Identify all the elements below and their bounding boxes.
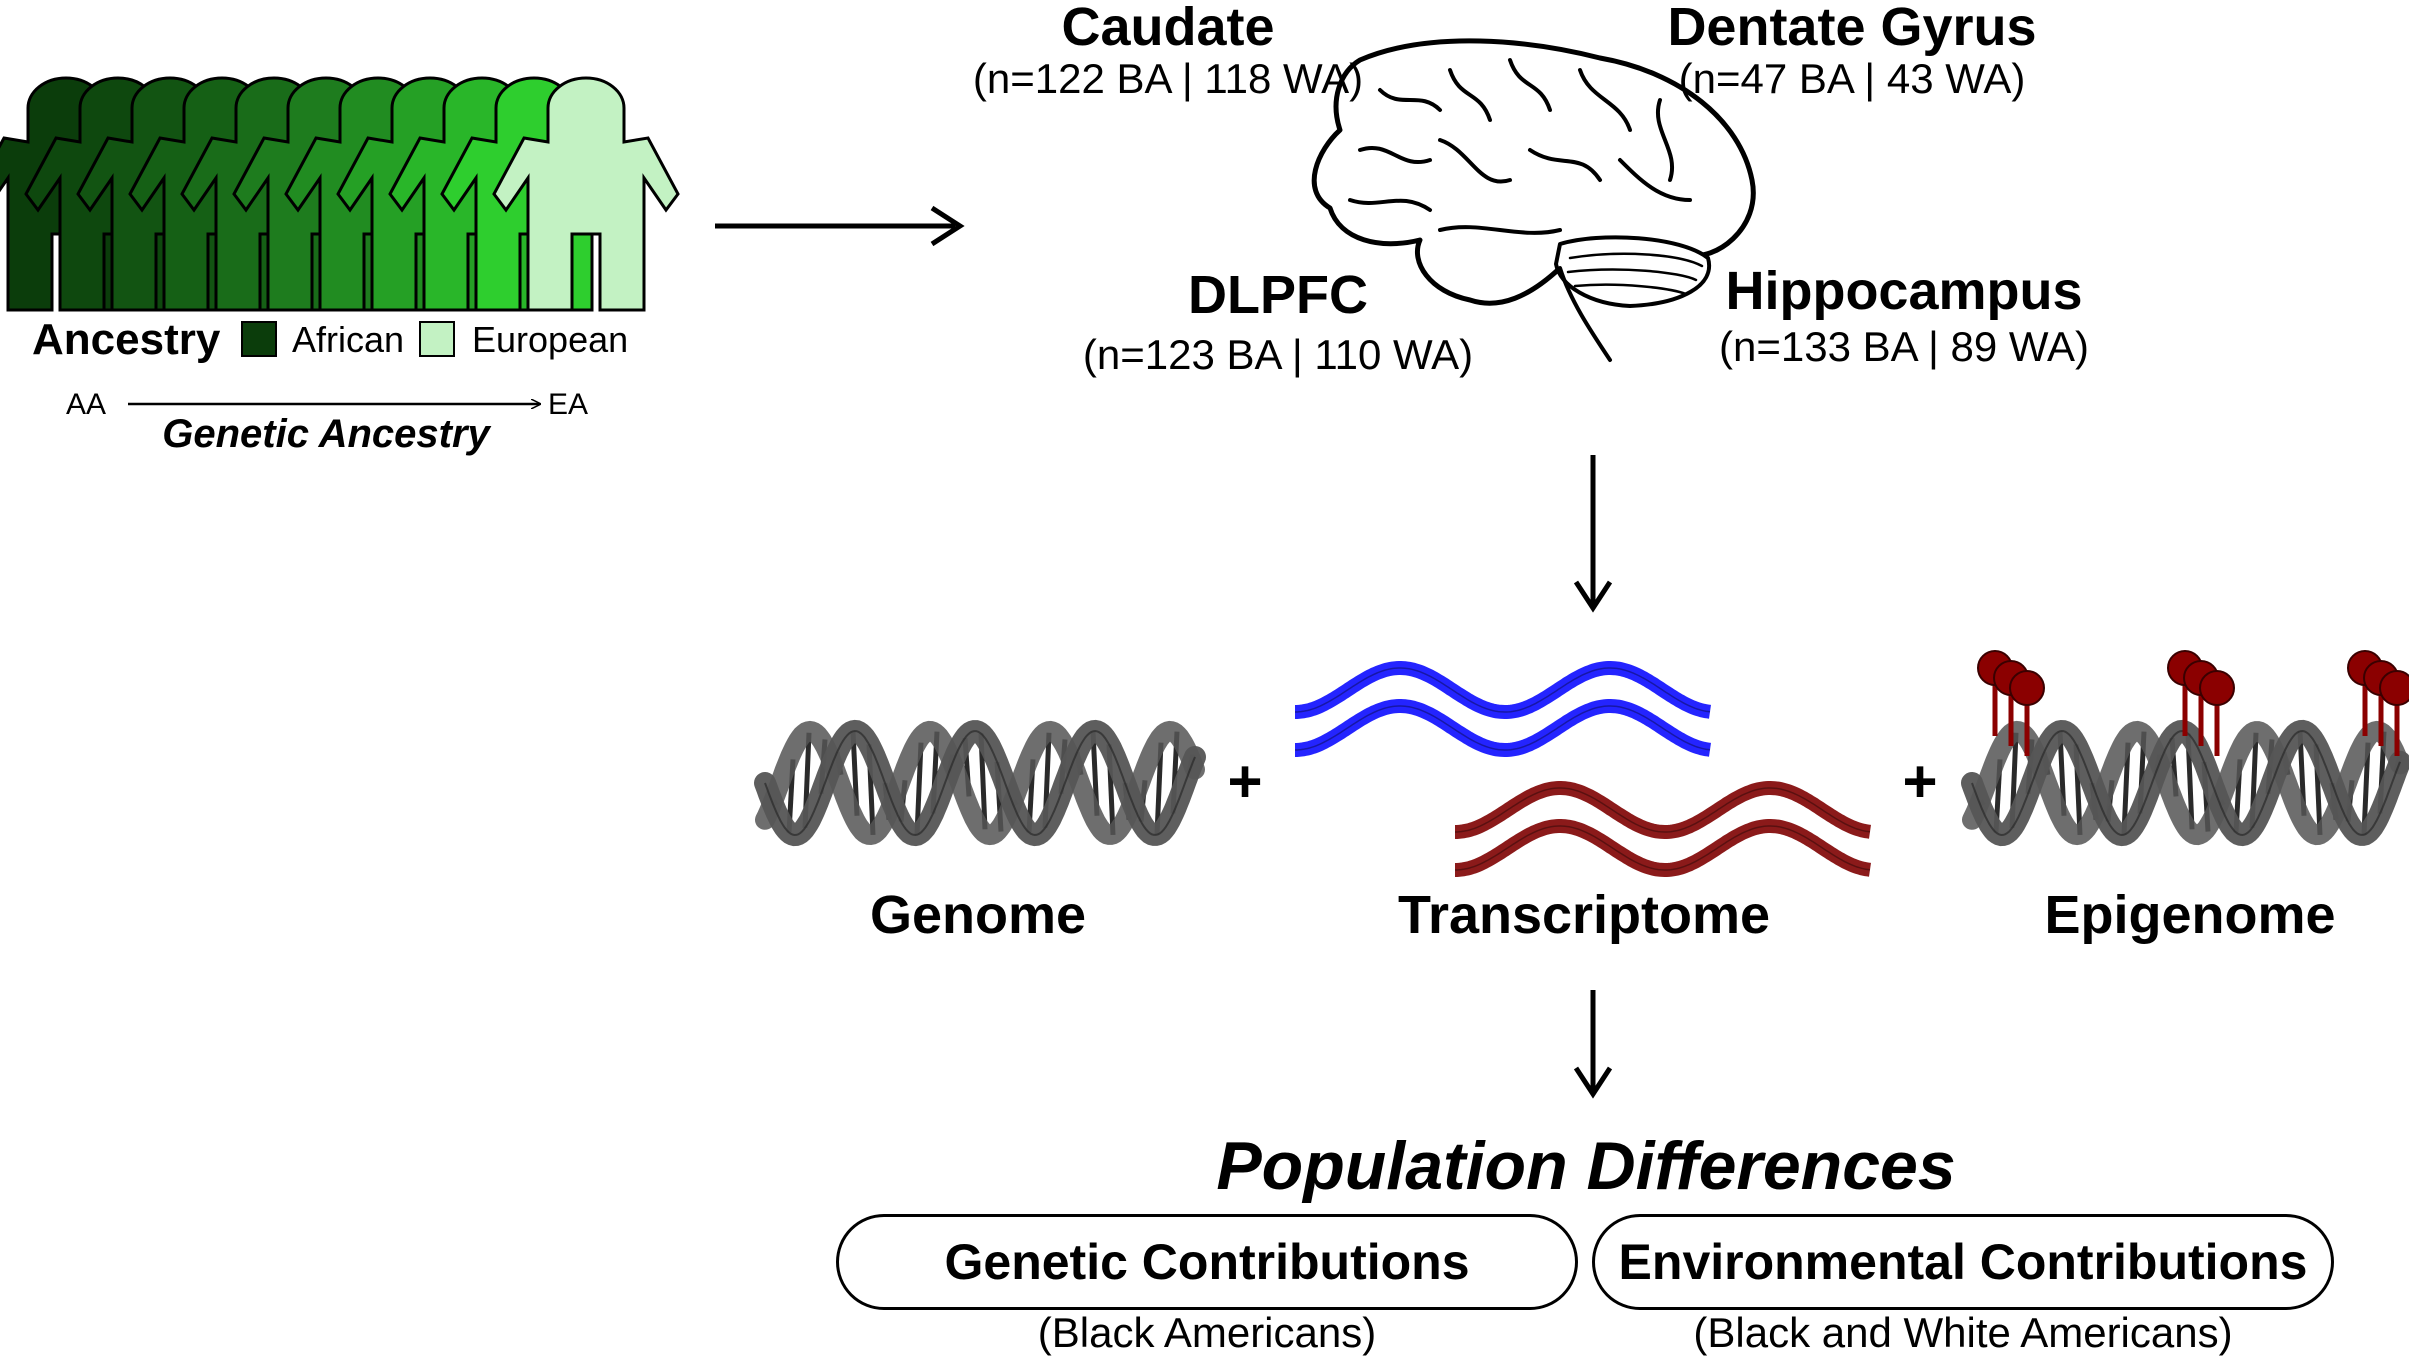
- region-caudate-counts: (n=122 BA | 118 WA): [972, 55, 1364, 102]
- genetic-contributions-label: Genetic Contributions: [944, 1234, 1470, 1290]
- rna-ribbon: [1455, 781, 1871, 839]
- environmental-contributions-label: Environmental Contributions: [1618, 1234, 2308, 1290]
- rna-ribbon-edge: [1295, 667, 1711, 713]
- ancestry-legend-title: Ancestry: [32, 315, 221, 364]
- region-dentate-gyrus-counts: (n=47 BA | 43 WA): [1678, 55, 2026, 102]
- axis-end-label: EA: [548, 388, 589, 421]
- region-dlpfc-counts: (n=123 BA | 110 WA): [1082, 331, 1474, 378]
- plus-sign-2: +: [1902, 748, 1938, 815]
- transcriptome-rna-blue: [1295, 661, 1711, 757]
- transcriptome-rna-red: [1455, 781, 1871, 877]
- genetic-ancestry-axis-title: Genetic Ancestry: [162, 412, 490, 456]
- region-hippocampus: Hippocampus: [1725, 261, 2083, 321]
- region-caudate: Caudate: [1061, 0, 1275, 57]
- methylation-marks: [1977, 650, 2409, 756]
- african-legend-label: African: [292, 319, 405, 360]
- rna-ribbon: [1295, 699, 1711, 757]
- african-swatch: [241, 321, 277, 357]
- population-differences-title: Population Differences: [1216, 1128, 1956, 1204]
- dna-strand-outline: [764, 729, 1196, 837]
- methyl-head: [2199, 670, 2235, 706]
- arrow-to-outcome: [1573, 990, 1613, 1099]
- arrow-to-brain: [715, 205, 965, 247]
- methyl-head: [2009, 670, 2045, 706]
- epigenome-label: Epigenome: [2044, 885, 2336, 945]
- environmental-contributions-box: Environmental Contributions: [1592, 1214, 2334, 1310]
- genome-dna-helix: [754, 719, 1206, 847]
- genetic-contributions-box: Genetic Contributions: [836, 1214, 1578, 1310]
- arrow-to-omics: [1573, 455, 1613, 613]
- rna-ribbon-edge: [1455, 787, 1871, 833]
- methyl-head: [2379, 670, 2409, 706]
- region-dlpfc: DLPFC: [1188, 265, 1368, 325]
- genome-label: Genome: [869, 885, 1087, 945]
- transcriptome-label: Transcriptome: [1397, 885, 1771, 945]
- rna-ribbon: [1455, 819, 1871, 877]
- axis-start-label: AA: [66, 388, 107, 421]
- region-hippocampus-counts: (n=133 BA | 89 WA): [1718, 323, 2090, 370]
- plus-sign-1: +: [1227, 748, 1263, 815]
- ancestry-people-group: [0, 76, 680, 312]
- brain-illustration: [1311, 38, 1756, 362]
- rna-ribbon-edge: [1455, 825, 1871, 871]
- european-swatch: [419, 321, 455, 357]
- region-dentate-gyrus: Dentate Gyrus: [1667, 0, 2037, 57]
- genetic-contributions-subtitle: (Black Americans): [1037, 1309, 1377, 1356]
- rna-ribbon-edge: [1295, 705, 1711, 751]
- rna-ribbon: [1295, 661, 1711, 719]
- european-legend-label: European: [472, 319, 629, 360]
- epigenome-dna-helix: [1961, 719, 2409, 847]
- environmental-contributions-subtitle: (Black and White Americans): [1693, 1309, 2233, 1356]
